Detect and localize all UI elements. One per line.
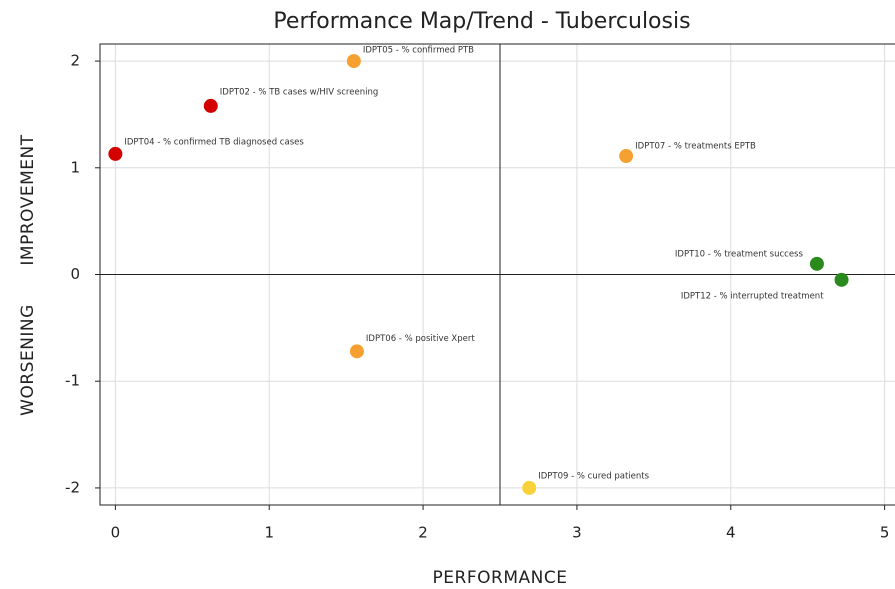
point-label: IDPT10 - % treatment success bbox=[675, 249, 804, 259]
chart-title: Performance Map/Trend - Tuberculosis bbox=[273, 9, 690, 34]
x-tick-label: 3 bbox=[572, 524, 582, 542]
y-tick-label: 0 bbox=[70, 265, 80, 283]
x-tick-label: 1 bbox=[264, 524, 274, 542]
point-label: IDPT04 - % confirmed TB diagnosed cases bbox=[124, 137, 304, 147]
point bbox=[834, 272, 849, 287]
point bbox=[203, 98, 218, 113]
x-tick-label: 5 bbox=[880, 524, 890, 542]
x-tick-label: 4 bbox=[726, 524, 736, 542]
x-tick-label: 0 bbox=[111, 524, 121, 542]
x-axis-title: PERFORMANCE bbox=[433, 568, 568, 588]
y-axis-title-upper: IMPROVEMENT bbox=[18, 134, 38, 265]
point-label: IDPT05 - % confirmed PTB bbox=[363, 46, 474, 56]
point bbox=[346, 54, 361, 69]
y-tick-label: 2 bbox=[70, 52, 80, 70]
point bbox=[108, 146, 123, 161]
point-label: IDPT12 - % interrupted treatment bbox=[681, 291, 824, 301]
y-tick-label: -2 bbox=[65, 478, 80, 496]
point bbox=[619, 149, 634, 164]
point-label: IDPT09 - % cured patients bbox=[538, 471, 649, 481]
y-axis-title-lower: WORSENING bbox=[18, 304, 38, 416]
y-tick-label: 1 bbox=[70, 158, 80, 176]
x-tick-label: 2 bbox=[418, 524, 428, 542]
point bbox=[522, 480, 537, 495]
point-label: IDPT06 - % positive Xpert bbox=[366, 334, 475, 344]
y-tick-label: -1 bbox=[65, 372, 80, 390]
point-label: IDPT02 - % TB cases w/HIV screening bbox=[220, 87, 378, 97]
point-label: IDPT07 - % treatments EPTB bbox=[635, 142, 756, 152]
point bbox=[809, 256, 824, 271]
point bbox=[349, 344, 364, 359]
